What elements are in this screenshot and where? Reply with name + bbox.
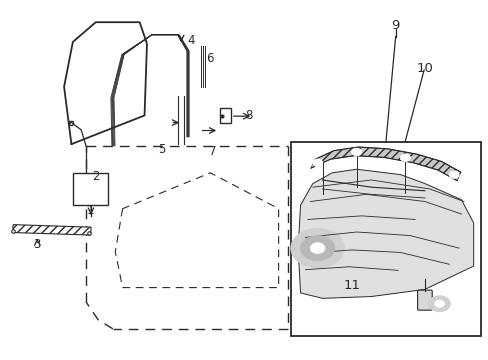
Text: 2: 2 bbox=[92, 170, 100, 183]
Text: 11: 11 bbox=[343, 279, 360, 292]
Bar bbox=[290, 142, 480, 336]
Polygon shape bbox=[310, 147, 460, 181]
Circle shape bbox=[310, 243, 325, 253]
FancyBboxPatch shape bbox=[220, 108, 230, 123]
Text: 4: 4 bbox=[187, 33, 194, 47]
Text: 9: 9 bbox=[391, 19, 399, 32]
Circle shape bbox=[434, 300, 444, 307]
Circle shape bbox=[290, 228, 344, 268]
Text: 1: 1 bbox=[87, 204, 95, 217]
Circle shape bbox=[300, 235, 334, 261]
Circle shape bbox=[312, 159, 322, 166]
Text: 8: 8 bbox=[245, 109, 253, 122]
Text: 7: 7 bbox=[209, 145, 216, 158]
Polygon shape bbox=[298, 169, 473, 298]
Text: 6: 6 bbox=[206, 51, 214, 64]
Circle shape bbox=[448, 171, 458, 178]
Circle shape bbox=[400, 154, 409, 161]
Text: 5: 5 bbox=[158, 143, 165, 156]
Bar bbox=[73, 173, 108, 205]
Circle shape bbox=[351, 148, 361, 156]
Circle shape bbox=[428, 296, 449, 312]
Text: 10: 10 bbox=[416, 62, 432, 75]
FancyBboxPatch shape bbox=[417, 290, 431, 310]
Text: 3: 3 bbox=[34, 238, 41, 251]
Bar bbox=[13, 225, 91, 235]
